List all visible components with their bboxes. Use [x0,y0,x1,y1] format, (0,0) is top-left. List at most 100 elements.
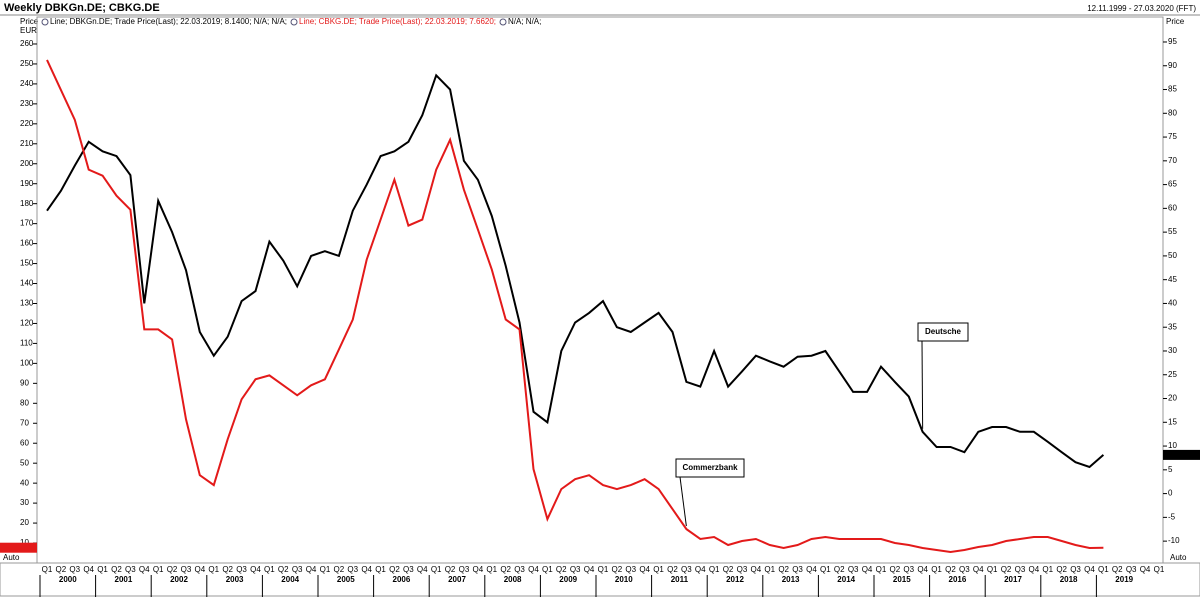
quarter-label: Q3 [625,565,636,574]
quarter-label: Q1 [375,565,386,574]
year-label: 2002 [170,575,188,584]
quarter-label: Q3 [181,565,192,574]
y2-tick-label: 5 [1168,465,1173,474]
year-label: 2016 [949,575,967,584]
y2-tick-label: 65 [1168,180,1177,189]
quarter-label: Q2 [334,565,345,574]
quarter-label: Q2 [167,565,178,574]
year-label: 2008 [504,575,522,584]
quarter-label: Q1 [431,565,442,574]
y-tick-label: 260 [20,39,34,48]
y-tick-label: 220 [20,119,34,128]
quarter-label: Q2 [667,565,678,574]
quarter-label: Q2 [278,565,289,574]
y2-tick-label: 50 [1168,251,1177,260]
quarter-label: Q1 [264,565,275,574]
quarter-label: Q1 [820,565,831,574]
quarter-label: Q3 [514,565,525,574]
quarter-label: Q3 [959,565,970,574]
y-tick-label: 120 [20,319,34,328]
y2-tick-label: 90 [1168,61,1177,70]
quarter-label: Q4 [917,565,928,574]
callout-label: Commerzbank [682,463,738,472]
legend-icon [41,18,49,26]
quarter-label: Q3 [737,565,748,574]
y-tick-label: 70 [20,418,29,427]
y-tick-label: 180 [20,199,34,208]
quarter-label: Q4 [1140,565,1151,574]
quarter-label: Q2 [1001,565,1012,574]
quarter-label: Q1 [42,565,53,574]
quarter-label: Q1 [598,565,609,574]
quarter-label: Q2 [778,565,789,574]
quarter-label: Q4 [528,565,539,574]
y2-tick-label: -10 [1168,536,1180,545]
quarter-label: Q3 [570,565,581,574]
quarter-label: Q2 [111,565,122,574]
left-axis-label: Price [20,17,39,26]
y2-tick-label: -5 [1168,512,1176,521]
year-label: 2009 [559,575,577,584]
callout-line [679,476,687,527]
y2-tick-label: 95 [1168,37,1177,46]
quarter-label: Q2 [1112,565,1123,574]
right-axis-label: Price [1166,17,1185,26]
y2-tick-label: 45 [1168,275,1177,284]
series-line [46,59,1104,554]
year-label: 2019 [1115,575,1133,584]
quarter-label: Q4 [195,565,206,574]
y-tick-label: 170 [20,219,34,228]
quarter-label: Q2 [890,565,901,574]
x-axis-frame [0,562,1200,597]
last-value-box [1163,449,1200,460]
quarter-label: Q2 [556,565,567,574]
quarter-label: Q2 [612,565,623,574]
quarter-label: Q3 [681,565,692,574]
quarter-label: Q1 [153,565,164,574]
quarter-label: Q3 [403,565,414,574]
quarter-label: Q3 [236,565,247,574]
year-label: 2017 [1004,575,1022,584]
y-tick-label: 50 [20,458,29,467]
y-tick-label: 20 [20,518,29,527]
y2-tick-label: 30 [1168,346,1177,355]
quarter-label: Q3 [903,565,914,574]
y-tick-label: 90 [20,378,29,387]
y-tick-label: 40 [20,478,29,487]
quarter-label: Q1 [709,565,720,574]
quarter-label: Q4 [806,565,817,574]
year-label: 2018 [1060,575,1078,584]
legend-icon [499,18,507,26]
quarter-label: Q4 [83,565,94,574]
y-tick-label: 150 [20,259,34,268]
quarter-label: Q4 [973,565,984,574]
year-label: 2007 [448,575,466,584]
y2-tick-label: 60 [1168,203,1177,212]
quarter-label: Q4 [751,565,762,574]
quarter-label: Q4 [361,565,372,574]
quarter-label: Q1 [876,565,887,574]
y-tick-label: 190 [20,179,34,188]
y-tick-label: 140 [20,279,34,288]
quarter-label: Q1 [987,565,998,574]
quarter-label: Q2 [445,565,456,574]
quarter-label: Q3 [69,565,80,574]
y2-tick-label: 70 [1168,156,1177,165]
quarter-label: Q4 [639,565,650,574]
left-axis-unit: EUR [20,26,37,35]
quarter-label: Q1 [486,565,497,574]
year-label: 2013 [782,575,800,584]
callout-box [917,322,969,342]
quarter-label: Q4 [695,565,706,574]
quarter-label: Q2 [945,565,956,574]
y2-tick-label: 15 [1168,417,1177,426]
quarter-label: Q3 [848,565,859,574]
quarter-label: Q1 [208,565,219,574]
legend-entry: Line; DBKGn.DE; Trade Price(Last); 22.03… [50,17,287,26]
year-label: 2015 [893,575,911,584]
quarter-label: Q3 [1015,565,1026,574]
quarter-label: Q4 [1084,565,1095,574]
chart-title: Weekly DBKGn.DE; CBKG.DE [4,2,160,14]
